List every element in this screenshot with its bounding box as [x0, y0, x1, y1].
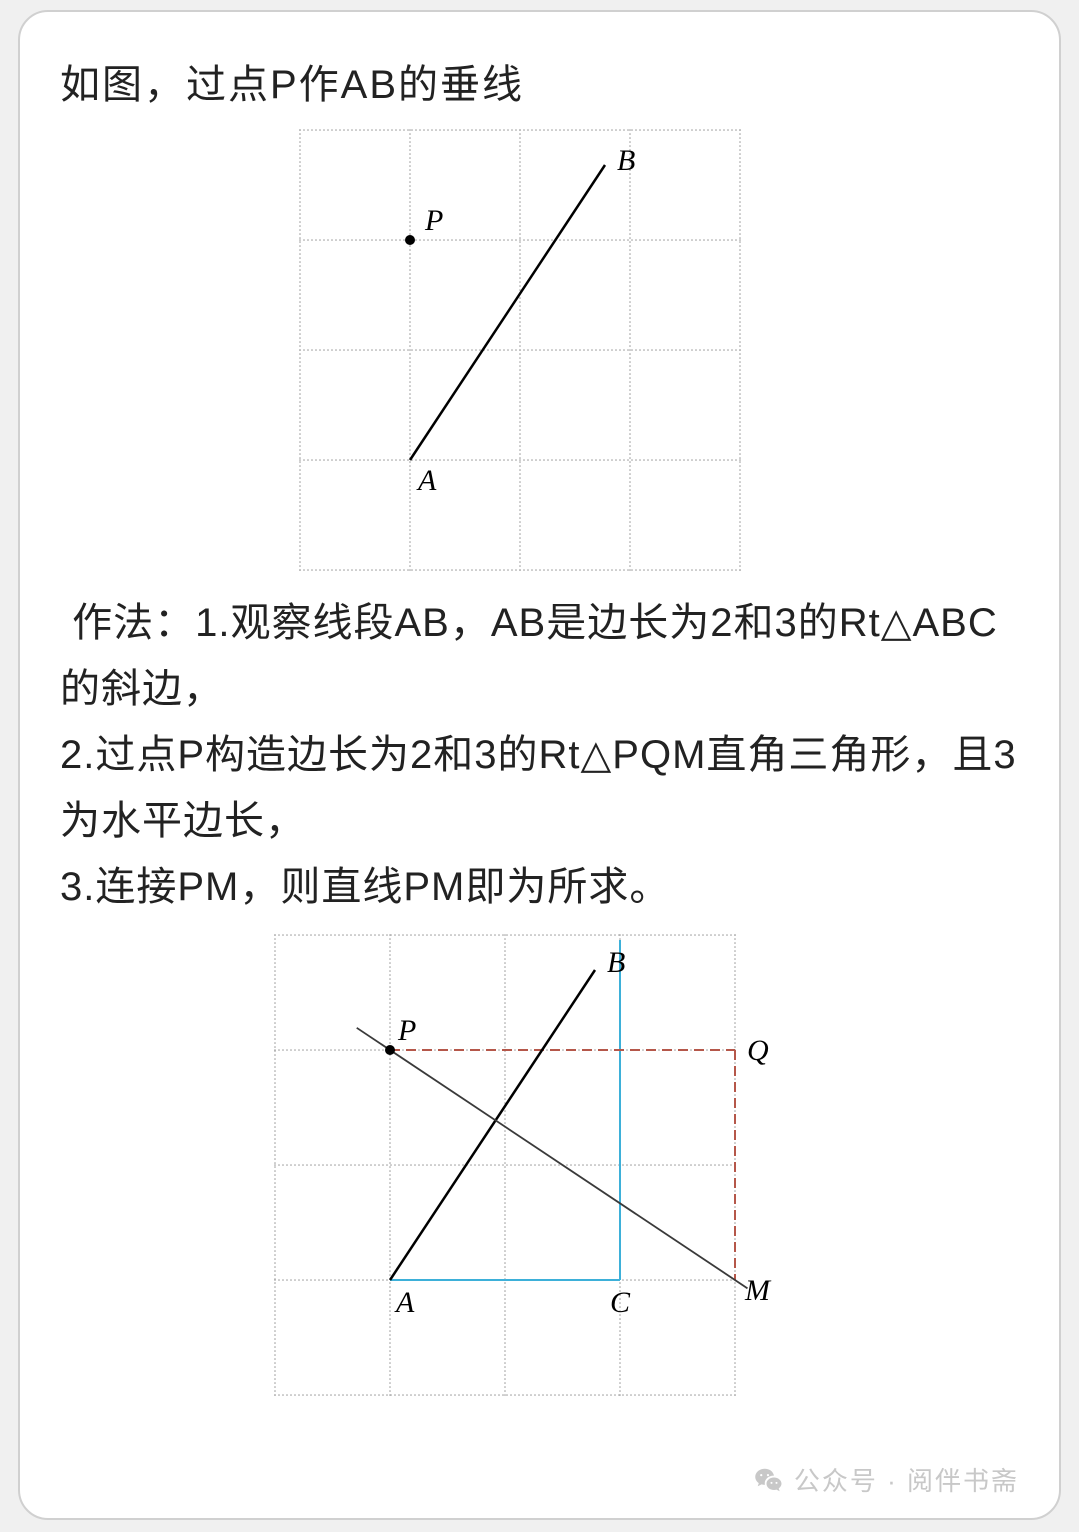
- problem-card: 如图，过点P作AB的垂线 A B P 作法：1.观察线段AB，AB是边长为2和3的R…: [18, 10, 1061, 1520]
- svg-text:P: P: [397, 1014, 416, 1047]
- svg-text:M: M: [744, 1274, 772, 1307]
- svg-text:P: P: [424, 204, 443, 237]
- problem-title: 如图，过点P作AB的垂线: [60, 52, 1019, 110]
- svg-text:Q: Q: [747, 1034, 769, 1067]
- figure-2-svg: A B C P Q M: [265, 925, 815, 1405]
- svg-text:C: C: [610, 1286, 631, 1319]
- step-3: 3.连接PM，则直线PM即为所求。: [60, 854, 1019, 920]
- svg-text:A: A: [394, 1286, 415, 1319]
- step-2: 2.过点P构造边长为2和3的Rt△PQM直角三角形，且3为水平边长，: [60, 722, 1019, 854]
- figure-1-svg: A B P: [290, 120, 790, 580]
- svg-text:A: A: [416, 464, 437, 497]
- watermark-prefix: 公众号 ·: [794, 1466, 907, 1496]
- svg-text:B: B: [607, 946, 625, 979]
- watermark-name: 阅伴书斋: [907, 1466, 1019, 1496]
- svg-text:B: B: [617, 144, 635, 177]
- step-1: 作法：1.观察线段AB，AB是边长为2和3的Rt△ABC的斜边，: [60, 590, 1019, 722]
- wechat-icon: [754, 1465, 784, 1495]
- watermark: 公众号 · 阅伴书斋: [754, 1461, 1019, 1498]
- figure-1-wrap: A B P: [60, 120, 1019, 580]
- figure-2-wrap: A B C P Q M: [60, 925, 1019, 1405]
- step-1-text: 1.观察线段AB，AB是边长为2和3的Rt△ABC的斜边，: [60, 601, 998, 711]
- step-prefix: 作法：: [60, 601, 195, 645]
